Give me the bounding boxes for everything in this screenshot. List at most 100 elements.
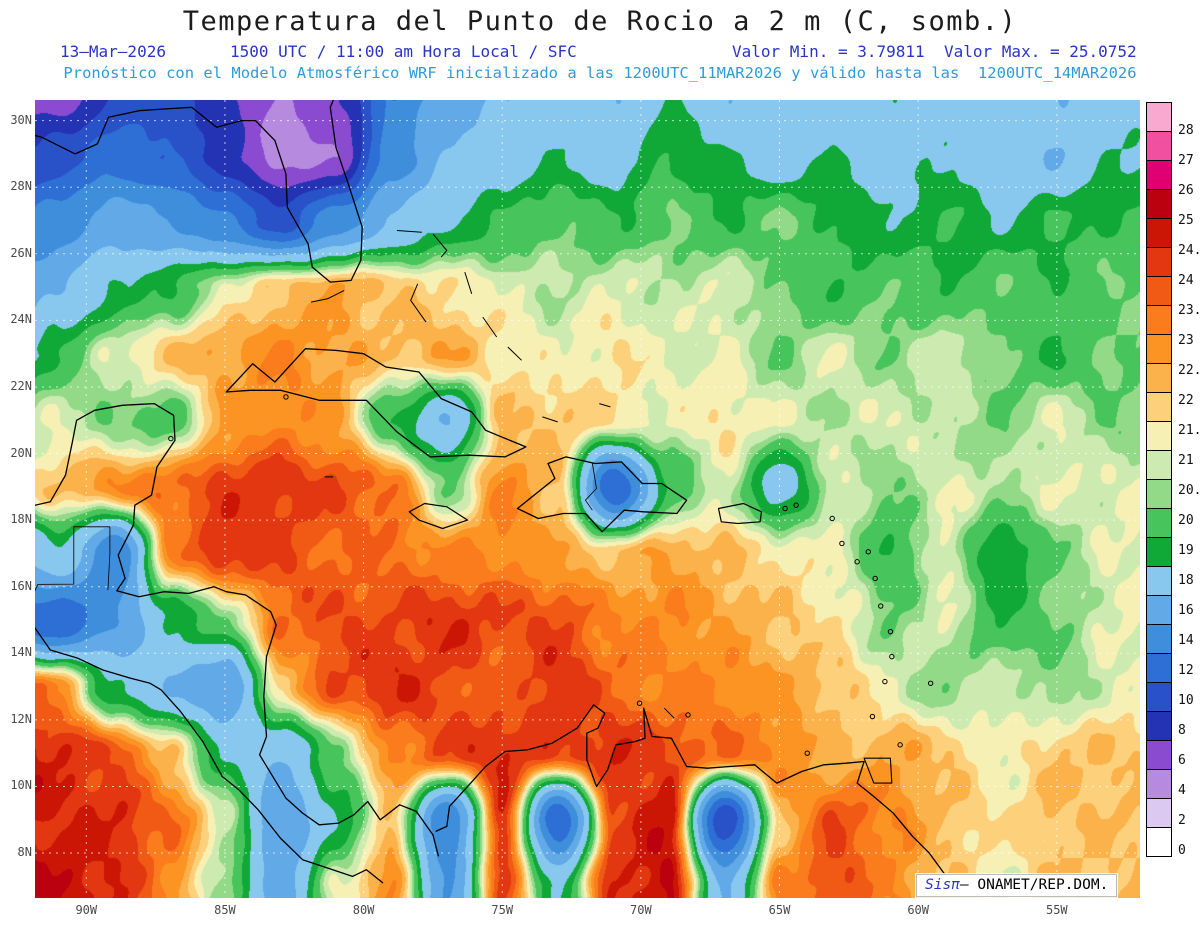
coastline: [542, 416, 558, 423]
colorbar-tick-label: 23: [1178, 333, 1194, 348]
lat-tick-label: 22N: [10, 378, 32, 393]
lat-tick-label: 30N: [10, 112, 32, 127]
island-outline: [782, 505, 788, 512]
colorbar-tick-label: 24: [1178, 273, 1194, 288]
colorbar-tick-label: 10: [1178, 693, 1194, 708]
coastline: [435, 704, 961, 897]
coastline: [599, 403, 611, 408]
dewpoint-field-canvas: [35, 100, 1140, 898]
lat-tick-label: 24N: [10, 312, 32, 327]
colorbar-swatch: [1146, 537, 1172, 567]
lat-tick-label: 10N: [10, 778, 32, 793]
lon-tick-label: 70W: [630, 903, 652, 917]
model-info-line: Pronóstico con el Modelo Atmosférico WRF…: [63, 64, 1137, 82]
coastline: [408, 502, 469, 530]
coastline: [35, 100, 363, 283]
island-outline: [927, 680, 934, 686]
colorbar-tick-label: 20: [1178, 513, 1194, 528]
forecast-time: 1500 UTC / 11:00 am Hora Local / SFC: [230, 42, 577, 61]
island-outline: [872, 575, 878, 582]
island-outline: [882, 678, 888, 685]
colorbar-tick-label: 21: [1178, 453, 1194, 468]
colorbar-tick-label: 25: [1178, 213, 1194, 228]
colorbar: [1146, 102, 1172, 857]
colorbar-swatch: [1146, 624, 1172, 654]
colorbar-tick-label: 28: [1178, 123, 1194, 138]
island-outline: [793, 502, 799, 508]
coastline: [35, 402, 440, 857]
colorbar-swatch: [1146, 334, 1172, 364]
coastline: [396, 230, 422, 233]
coastline: [507, 346, 522, 361]
lat-tick-label: 28N: [10, 179, 32, 194]
colorbar-swatch: [1146, 160, 1172, 190]
coastline: [225, 348, 527, 458]
colorbar-swatch: [1146, 218, 1172, 248]
colorbar-tick-label: 4: [1178, 783, 1186, 798]
island-outline: [854, 559, 860, 565]
colorbar-swatch: [1146, 392, 1172, 422]
colorbar-tick-label: 22: [1178, 393, 1194, 408]
island-outline: [839, 540, 845, 547]
max-value-label: Valor Max. = 25.0752: [944, 42, 1137, 61]
colorbar-swatch: [1146, 450, 1172, 480]
min-value-label: Valor Min. = 3.79811: [732, 42, 925, 61]
lon-tick-label: 90W: [75, 903, 98, 917]
colorbar-swatch: [1146, 653, 1172, 683]
map-plot-area: [35, 100, 1140, 898]
colorbar-swatch: [1146, 189, 1172, 219]
map-overlay: [35, 100, 1140, 898]
coastline: [410, 283, 427, 323]
island-outline: [865, 549, 871, 555]
colorbar-swatch: [1146, 827, 1172, 857]
colorbar-tick-label: 23.5: [1178, 303, 1200, 318]
lon-tick-label: 65W: [768, 903, 791, 917]
colorbar-tick-label: 27: [1178, 153, 1194, 168]
lon-tick-label: 55W: [1045, 903, 1068, 917]
lat-tick-label: 20N: [10, 445, 32, 460]
island-outline: [829, 515, 835, 522]
coastline: [516, 456, 688, 533]
colorbar-tick-label: 2: [1178, 813, 1186, 828]
credit-badge: Sisπ– ONAMET/REP.DOM.: [916, 874, 1118, 897]
island-outline: [887, 628, 894, 635]
colorbar-tick-label: 14: [1178, 633, 1194, 648]
coastline: [717, 502, 763, 525]
colorbar-swatch: [1146, 305, 1172, 335]
colorbar-swatch: [1146, 769, 1172, 799]
coastline: [35, 526, 111, 592]
lon-tick-label: 75W: [491, 903, 514, 917]
credit-org: – ONAMET/REP.DOM.: [959, 877, 1109, 893]
coastline: [35, 626, 384, 884]
coastline: [310, 289, 345, 303]
lon-tick-label: 60W: [907, 903, 929, 917]
colorbar-swatch: [1146, 566, 1172, 596]
island-outline: [804, 750, 810, 756]
colorbar-tick-label: 8: [1178, 723, 1186, 738]
island-outline: [636, 700, 643, 706]
colorbar-tick-label: 6: [1178, 753, 1186, 768]
colorbar-swatch: [1146, 247, 1172, 277]
colorbar-swatch: [1146, 421, 1172, 451]
colorbar-swatch: [1146, 740, 1172, 770]
colorbar-tick-label: 21.5: [1178, 423, 1200, 438]
lat-tick-label: 12N: [10, 711, 32, 726]
lon-tick-label: 80W: [352, 903, 375, 917]
colorbar-swatch: [1146, 363, 1172, 393]
forecast-date: 13–Mar–2026: [60, 42, 166, 61]
colorbar-swatch: [1146, 102, 1172, 132]
colorbar-swatch: [1146, 479, 1172, 509]
colorbar-tick-label: 24.5: [1178, 243, 1200, 258]
colorbar-swatch: [1146, 508, 1172, 538]
coastline: [464, 271, 473, 294]
lat-tick-label: 16N: [10, 578, 32, 593]
colorbar-swatch: [1146, 276, 1172, 306]
page-title: Temperatura del Punto de Rocio a 2 m (C,…: [182, 6, 1018, 37]
coastline: [863, 757, 893, 784]
colorbar-tick-label: 26: [1178, 183, 1194, 198]
colorbar-tick-label: 0: [1178, 843, 1186, 858]
island-outline: [685, 712, 691, 718]
colorbar-tick-label: 12: [1178, 663, 1194, 678]
colorbar-swatch: [1146, 682, 1172, 712]
